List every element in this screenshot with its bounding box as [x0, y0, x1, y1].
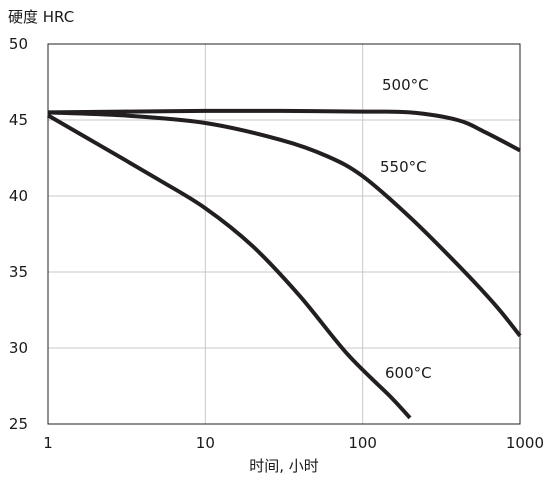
x-tick-label: 100	[348, 434, 377, 452]
plot-frame	[47, 43, 521, 425]
series-lines	[46, 108, 522, 420]
series-line-600c	[46, 113, 412, 420]
x-tick-label: 1000	[506, 434, 544, 452]
x-tick-label: 10	[196, 434, 215, 452]
y-tick-label: 40	[9, 187, 28, 205]
series-label-500c: 500°C	[382, 76, 429, 94]
series-label-550c: 550°C	[380, 158, 427, 176]
x-tick-label: 1	[43, 434, 53, 452]
y-tick-label: 25	[9, 415, 28, 433]
tick-labels: 50 45 40 35 30 25 1 10 100 1000	[9, 35, 544, 452]
series-line-500c	[47, 108, 521, 153]
y-axis-title: 硬度 HRC	[8, 8, 74, 26]
series-label-600c: 600°C	[385, 364, 432, 382]
x-axis-title: 时间, 小时	[249, 457, 319, 475]
series-labels: 500°C 550°C 600°C	[380, 76, 432, 382]
y-tick-label: 50	[9, 35, 28, 53]
y-tick-label: 35	[9, 263, 28, 281]
y-tick-label: 45	[9, 111, 28, 129]
y-tick-label: 30	[9, 339, 28, 357]
series-line-550c	[47, 110, 522, 338]
grid	[47, 43, 521, 425]
